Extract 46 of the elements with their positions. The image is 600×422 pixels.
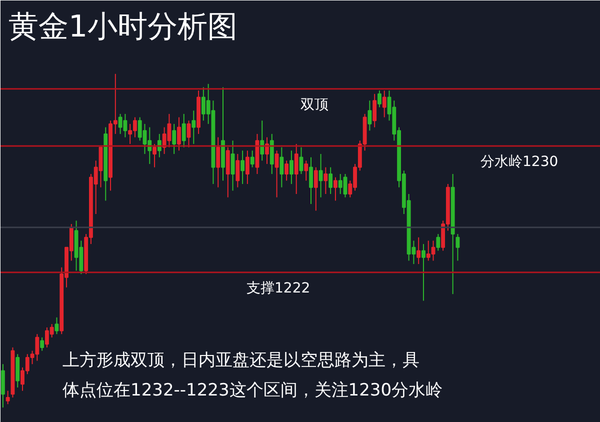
- candlestick: [240, 150, 245, 184]
- candlestick: [382, 90, 386, 118]
- candlestick: [236, 153, 240, 188]
- ref-line-label: 支撑1222: [246, 280, 310, 296]
- candlestick: [245, 150, 250, 184]
- candlestick: [456, 234, 460, 262]
- candlestick: [0, 364, 5, 408]
- candlestick: [54, 316, 59, 335]
- candlestick: [230, 140, 235, 192]
- candlestick: [192, 110, 196, 144]
- candlestick: [378, 90, 382, 108]
- candlestick: [324, 166, 328, 194]
- candlestick: [328, 166, 333, 194]
- annotation: 体点位在1232--1223这个区间，关注1230分水岭: [62, 380, 443, 400]
- ref-line-label: 分水岭1230: [480, 154, 558, 170]
- candlestick: [260, 120, 264, 162]
- candlestick: [436, 234, 440, 252]
- candlestick: [289, 150, 294, 184]
- candlestick: [16, 354, 20, 388]
- candlestick: [422, 244, 426, 302]
- candlestick: [40, 336, 44, 352]
- candlestick: [368, 100, 372, 132]
- ref-line-label: 双顶: [300, 96, 328, 113]
- candlestick: [226, 146, 230, 198]
- candlestick: [274, 150, 279, 198]
- candlestick: [372, 93, 377, 128]
- candlestick: [216, 136, 220, 188]
- candlestick: [284, 160, 289, 182]
- candlestick: [333, 176, 338, 202]
- candlestick: [314, 166, 318, 212]
- candlestick: [172, 123, 176, 154]
- candlestick: [270, 133, 274, 174]
- annotation: 上方形成双顶，日内亚盘还是以空思路为主，具: [62, 350, 420, 370]
- candlestick: [177, 116, 181, 152]
- candlestick: [294, 143, 298, 194]
- candlestick: [309, 156, 313, 204]
- candlestick: [416, 236, 421, 265]
- candlestick: [152, 143, 156, 168]
- chart-title: 黄金1小时分析图: [8, 10, 238, 44]
- candlestick: [318, 153, 323, 198]
- candlestick: [186, 120, 191, 148]
- candlestick: [304, 160, 308, 182]
- candlestick: [182, 113, 186, 148]
- candlestick: [250, 150, 254, 168]
- candlestick: [280, 146, 284, 188]
- candlestick: [6, 390, 10, 405]
